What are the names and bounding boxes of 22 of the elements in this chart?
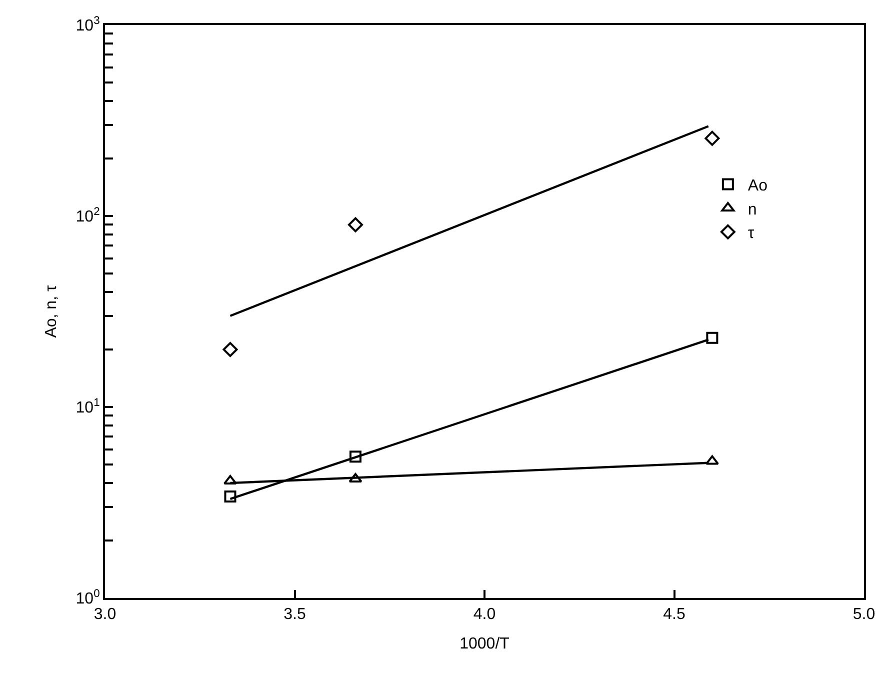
- point: [349, 450, 362, 463]
- x-tick-label: 4.0: [473, 606, 496, 624]
- x-tick-label: 3.5: [284, 606, 306, 624]
- y-tick-label: 10$^{2}$: [76, 206, 100, 226]
- y-tick-label: 10$^{1}$: [76, 396, 100, 417]
- y-tick-label: 10$^{0}$: [76, 588, 100, 608]
- point: [704, 130, 720, 146]
- legend-label: Ao: [748, 178, 768, 194]
- x-tick-label: 4.5: [663, 606, 686, 624]
- point: [348, 472, 362, 482]
- legend-label: τ: [748, 225, 755, 242]
- x-tick-label: 5.0: [852, 606, 876, 624]
- y-tick-label: 10$^{3}$: [76, 14, 100, 35]
- legend-label: n: [748, 201, 757, 218]
- y-axis-title: Ao, n, τ: [43, 284, 60, 338]
- point: [348, 217, 363, 232]
- point: [705, 455, 719, 465]
- point: [224, 490, 236, 502]
- x-axis-title: 1000/T: [460, 635, 510, 652]
- point: [222, 342, 238, 357]
- point: [706, 332, 718, 344]
- x-tick-label: 3.0: [94, 606, 116, 624]
